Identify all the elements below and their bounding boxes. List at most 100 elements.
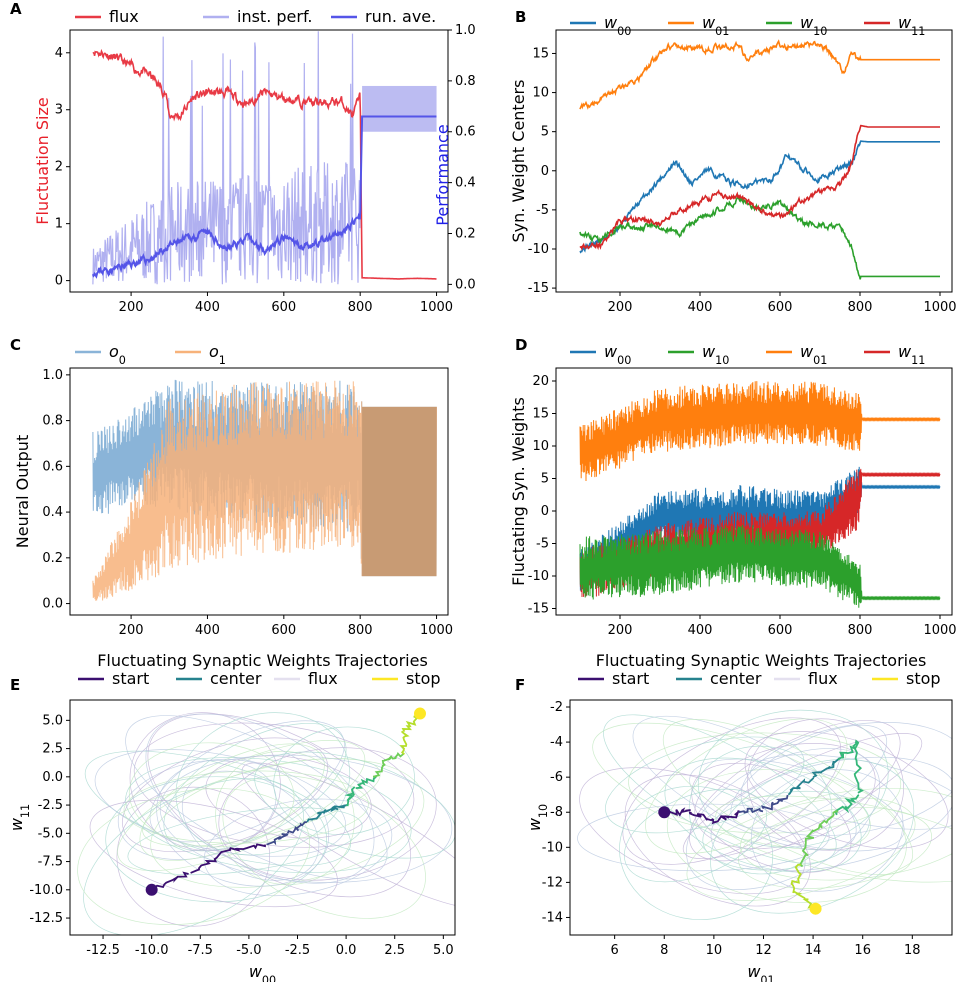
x-tick-label: 200 <box>608 623 633 638</box>
y-tick-label: -12 <box>542 875 563 890</box>
trajectory-segment <box>372 759 386 778</box>
axes-frame <box>555 29 953 293</box>
x-tick-label: 1000 <box>420 300 453 315</box>
x-tick-label: 2.5 <box>384 943 405 958</box>
x-axis-label: w01 <box>747 962 774 982</box>
series-w11 <box>579 124 940 251</box>
y-tick-label: 0 <box>541 164 549 179</box>
y2-tick-label: 0.4 <box>455 176 476 191</box>
flux-orbit <box>740 722 952 837</box>
legend-label: w00 <box>604 342 631 367</box>
y-tick-label: 0.2 <box>42 551 63 566</box>
y-tick-label: -7.5 <box>38 855 63 870</box>
legend-label: o0 <box>109 342 126 367</box>
flux-orbit <box>632 715 857 851</box>
panel-B: 200 400 600 800 1000 -15 -10 -5 0 5 10 15 Syn. Weigh… <box>509 8 957 315</box>
y-tick-label: -4 <box>550 735 563 750</box>
start-marker <box>658 806 671 819</box>
legend-label: stop <box>906 669 941 688</box>
flux-orbit <box>241 762 455 909</box>
flux-orbit <box>147 713 412 898</box>
axes-frame <box>69 29 449 293</box>
trajectory-segment <box>688 811 715 822</box>
series-w00 <box>579 140 940 254</box>
y-tick-label: 10 <box>532 439 549 454</box>
y-tick-label: -10 <box>542 840 563 855</box>
y2-tick-label: 1.0 <box>455 23 476 38</box>
flux-orbit <box>89 799 338 908</box>
legend-label: start <box>112 669 149 688</box>
trajectory-segment <box>190 848 232 874</box>
panel-letter: A <box>10 0 22 18</box>
plot-area <box>92 379 437 601</box>
flux-orbit <box>123 770 369 844</box>
trajectory-segment <box>811 757 841 778</box>
legend-label: flux <box>308 669 338 688</box>
x-tick-label: 400 <box>195 300 220 315</box>
stop-marker <box>809 902 822 915</box>
panel-letter: E <box>10 676 20 694</box>
chart-title: Fluctuating Synaptic Weights Trajectorie… <box>97 651 428 670</box>
legend-label: w11 <box>898 342 925 367</box>
y-tick-label: 0.4 <box>42 505 63 520</box>
flux-orbit <box>697 709 889 848</box>
plot-area <box>579 39 940 280</box>
trajectory-segment <box>265 833 289 846</box>
flux-orbit <box>579 767 806 895</box>
legend-label: w10 <box>702 342 729 367</box>
plot-area <box>91 31 437 285</box>
flux-orbit <box>689 720 901 862</box>
legend-label: center <box>710 669 762 688</box>
flux-orbit <box>273 726 415 835</box>
x-tick-label: 400 <box>195 623 220 638</box>
flux-orbit <box>666 769 907 903</box>
trajectory-segment <box>325 804 348 813</box>
y-tick-label: -5 <box>536 537 549 552</box>
trajectory-segment <box>399 730 410 755</box>
x-tick-label: 800 <box>348 623 373 638</box>
legend-label: flux <box>808 669 838 688</box>
flux-orbit <box>577 803 830 872</box>
x-tick-label: 600 <box>768 300 793 315</box>
y-tick-label: 20 <box>532 374 549 389</box>
flux-orbit <box>730 724 888 829</box>
flux-orbit <box>628 732 902 834</box>
panel-E: -12.5 -10.0 -7.5 -5.0 -2.5 0.0 2.5 5.0 -12.5 -10.… <box>7 651 456 982</box>
flux-orbit <box>624 774 811 907</box>
flux-orbit <box>149 720 345 843</box>
flux-line <box>92 48 437 280</box>
y-axis-label: Syn. Weight Centers <box>509 80 528 243</box>
run-ave-line <box>91 115 437 279</box>
trajectory-segment <box>383 751 405 762</box>
x-tick-label: 1000 <box>420 623 453 638</box>
panel-letter: C <box>10 336 21 354</box>
chart-title: Fluctuating Synaptic Weights Trajectorie… <box>596 651 927 670</box>
x-tick-label: 400 <box>688 300 713 315</box>
legend-label: w10 <box>800 13 827 38</box>
y-tick-label: -5.0 <box>38 826 63 841</box>
panel-letter: D <box>515 336 527 354</box>
x-tick-label: -12.5 <box>86 943 120 958</box>
legend-label: stop <box>406 669 441 688</box>
y-tick-label: 0.8 <box>42 414 63 429</box>
x-tick-label: 5.0 <box>433 943 454 958</box>
axes-frame <box>569 699 953 936</box>
flux-orbit <box>215 750 355 886</box>
x-tick-label: 600 <box>768 623 793 638</box>
y-tick-label: -15 <box>528 602 549 617</box>
flux-orbit <box>710 758 915 914</box>
flux-orbit <box>156 758 330 887</box>
plot-area <box>579 381 941 608</box>
flux-orbit <box>77 788 311 926</box>
trajectory-segment <box>306 809 327 823</box>
x-tick-label: 200 <box>608 300 633 315</box>
y-tick-label: -2 <box>550 700 563 715</box>
flux-orbit <box>710 756 952 872</box>
x-tick-label: -2.5 <box>285 943 310 958</box>
y-tick-label: -12.5 <box>29 911 63 926</box>
y-tick-label: 5 <box>541 125 549 140</box>
flux-orbit <box>738 807 932 889</box>
y-tick-label: 1 <box>55 217 63 232</box>
x-tick-label: 800 <box>848 300 873 315</box>
flux-orbit <box>715 795 952 883</box>
